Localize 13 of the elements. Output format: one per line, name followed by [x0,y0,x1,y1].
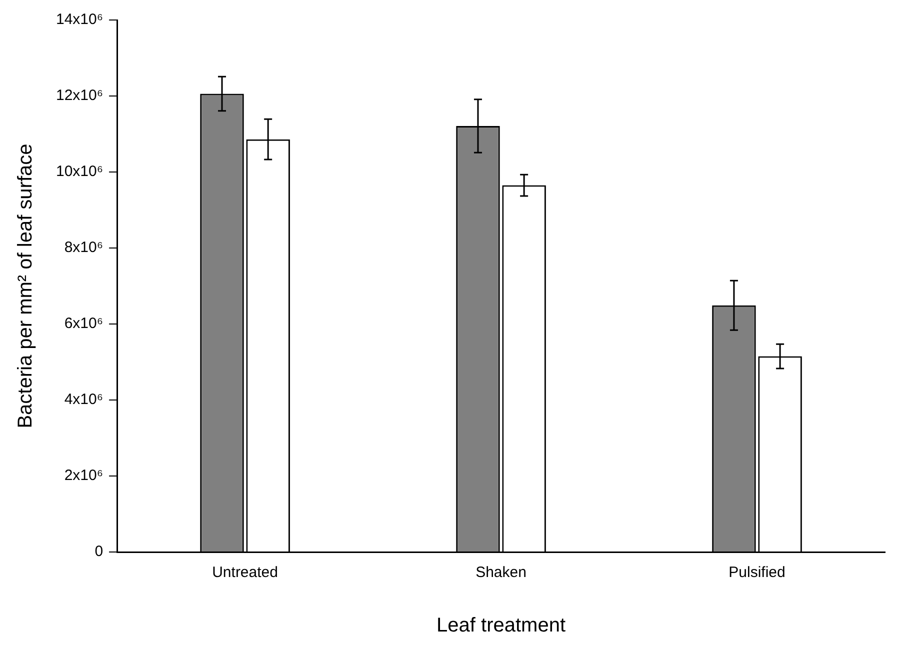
x-tick-label: Shaken [476,564,526,582]
y-tick-label: 2x10⁶ [64,467,104,484]
y-tick-label: 6x10⁶ [64,315,104,332]
y-tick-label: 8x10⁶ [64,239,104,256]
y-axis-title: Bacteria per mm² of leaf surface [14,144,37,428]
x-tick-label: Pulsified [728,564,786,582]
y-tick-label: 0 [94,543,104,560]
y-tick-label: 4x10⁶ [64,391,104,408]
x-tick-label: Untreated [212,564,278,582]
x-axis-title: Leaf treatment [436,614,566,637]
y-tick-label: 14x10⁶ [56,11,104,28]
y-tick-label: 10x10⁶ [56,163,104,180]
y-tick-label: 12x10⁶ [56,87,104,104]
